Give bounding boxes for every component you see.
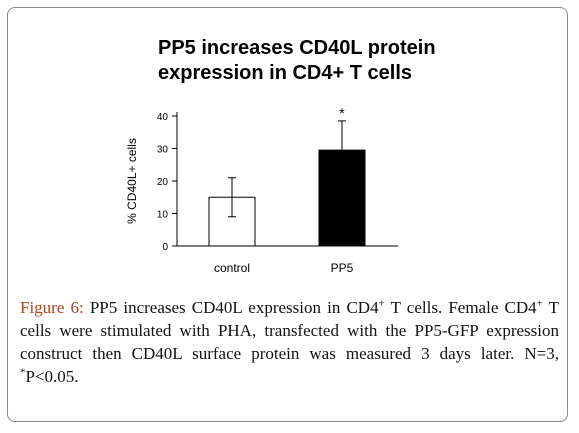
plot-area: 0 10 20 30 40 % CD40L+ cells control PP5 * [125,105,398,275]
chart-title-line-1: PP5 increases CD40L protein [158,37,436,59]
x-tick-label-control: control [214,261,250,275]
y-tick-label-2: 20 [157,177,169,188]
caption-sup-1: + [378,297,385,310]
y-tick-label-0: 0 [162,242,168,253]
y-axis-label: % CD40L+ cells [125,138,139,224]
significance-marker-0: * [339,105,345,121]
chart-title-line-2: expression in CD4+ T cells [158,62,412,84]
x-tick-label-pp5: PP5 [331,261,354,275]
caption-text-3: T cells were stimulated with PHA, transf… [20,298,560,363]
caption-text-1: PP5 increases CD40L expression in CD4 [83,298,379,317]
caption-text-4: P<0.05. [25,367,79,386]
figure-frame [7,7,568,422]
y-tick-label-1: 10 [157,210,169,221]
caption-sup-2: + [536,297,543,310]
figure-label: Figure 6: [20,298,84,317]
y-tick-label-3: 30 [157,145,169,156]
chart-title: PP5 increases CD40L protein expression i… [158,36,488,86]
y-tick-label-4: 40 [157,112,169,123]
caption-text-2: T cells. Female CD4 [384,298,537,317]
caption-sup-3: * [20,366,26,379]
figure-caption: Figure 6: PP5 increases CD40L expression… [20,296,559,388]
